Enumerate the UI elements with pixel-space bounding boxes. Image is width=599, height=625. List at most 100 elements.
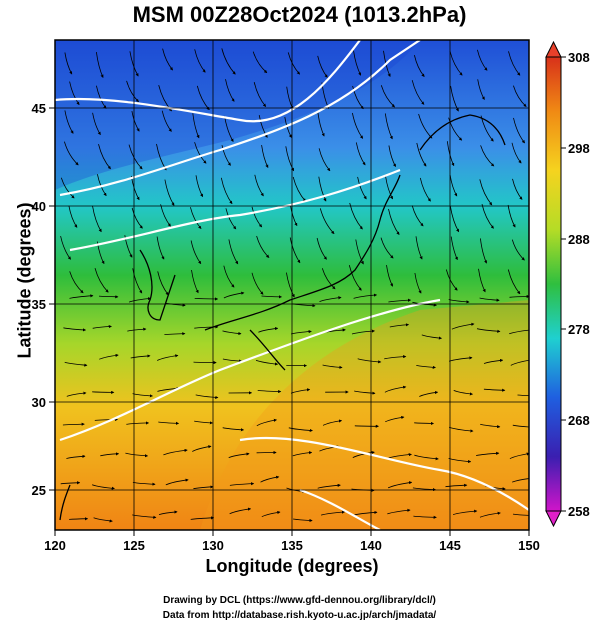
streamline bbox=[386, 265, 393, 287]
streamline bbox=[124, 235, 133, 258]
streamline bbox=[512, 478, 529, 483]
streamline bbox=[92, 390, 115, 394]
streamline bbox=[509, 452, 529, 460]
streamline bbox=[221, 48, 236, 75]
streamline bbox=[60, 481, 81, 485]
streamline bbox=[289, 237, 301, 264]
streamline bbox=[190, 516, 215, 520]
streamline bbox=[66, 391, 87, 397]
streamline bbox=[412, 487, 437, 492]
streamline bbox=[414, 272, 422, 294]
streamline bbox=[389, 323, 410, 328]
streamline bbox=[126, 421, 150, 425]
streamline bbox=[319, 208, 335, 235]
streamline bbox=[513, 117, 525, 144]
streamline bbox=[66, 454, 86, 459]
streamline bbox=[355, 142, 366, 166]
streamline bbox=[60, 236, 71, 260]
streamline bbox=[157, 354, 179, 361]
streamline bbox=[252, 51, 268, 74]
streamline bbox=[508, 51, 521, 76]
streamline bbox=[222, 427, 245, 432]
streamline bbox=[384, 113, 393, 140]
streamline bbox=[292, 176, 306, 202]
streamline bbox=[384, 385, 407, 393]
streamline bbox=[256, 235, 270, 258]
streamline bbox=[354, 424, 379, 428]
streamline bbox=[413, 515, 437, 519]
colorbar-tick-label: 298 bbox=[568, 141, 590, 156]
x-tick-label: 120 bbox=[44, 538, 66, 553]
streamline bbox=[286, 272, 295, 298]
streamline bbox=[191, 269, 199, 294]
streamline bbox=[476, 328, 501, 333]
streamline bbox=[229, 507, 252, 515]
streamline bbox=[449, 175, 458, 197]
y-axis: 25 30 35 40 45 bbox=[32, 101, 55, 498]
streamline bbox=[192, 445, 212, 452]
streamline bbox=[415, 236, 423, 260]
y-tick-label: 30 bbox=[32, 395, 46, 410]
streamline bbox=[98, 144, 111, 170]
streamline bbox=[322, 364, 343, 369]
streamline bbox=[511, 142, 522, 164]
streamline bbox=[64, 110, 74, 134]
streamline bbox=[132, 514, 157, 519]
streamline bbox=[479, 511, 501, 518]
streamline bbox=[380, 237, 394, 259]
streamline bbox=[91, 484, 115, 490]
streamline bbox=[351, 329, 376, 335]
streamline bbox=[287, 52, 301, 75]
streamline bbox=[450, 85, 459, 112]
streamline bbox=[507, 269, 521, 295]
credit-drawing: Drawing by DCL (https://www.gfd-dennou.o… bbox=[163, 595, 436, 606]
colorbar-tick-label: 288 bbox=[568, 232, 590, 247]
streamline bbox=[68, 205, 78, 228]
streamline bbox=[221, 145, 231, 166]
streamline bbox=[352, 85, 364, 110]
streamline bbox=[388, 208, 400, 236]
streamline bbox=[69, 81, 80, 106]
streamline bbox=[421, 334, 443, 340]
x-tick-label: 145 bbox=[439, 538, 461, 553]
streamline bbox=[164, 179, 175, 206]
streamline bbox=[387, 508, 411, 515]
y-tick-label: 40 bbox=[32, 199, 46, 214]
streamline bbox=[414, 55, 425, 77]
map-title: MSM 00Z28Oct2024 (1013.2hPa) bbox=[132, 2, 467, 27]
streamline bbox=[445, 483, 468, 488]
x-tick-label: 140 bbox=[360, 538, 382, 553]
streamline bbox=[354, 510, 378, 516]
streamline bbox=[292, 451, 313, 457]
streamline bbox=[452, 509, 478, 515]
streamline bbox=[480, 238, 487, 264]
streamline bbox=[318, 148, 331, 172]
streamline bbox=[158, 510, 178, 515]
colorbar: 308 298 288 278 268 258 bbox=[545, 40, 590, 528]
streamline bbox=[385, 415, 405, 423]
streamline bbox=[228, 452, 250, 458]
streamline bbox=[478, 268, 486, 293]
streamline bbox=[92, 205, 102, 233]
streamline bbox=[453, 390, 474, 396]
x-tick-label: 150 bbox=[518, 538, 540, 553]
streamline bbox=[388, 145, 396, 168]
streamline bbox=[352, 450, 375, 458]
streamline bbox=[355, 239, 364, 265]
streamline bbox=[476, 451, 500, 456]
colorbar-gradient bbox=[545, 56, 562, 512]
streamline bbox=[225, 79, 235, 102]
streamline bbox=[319, 296, 342, 302]
streamline bbox=[317, 112, 325, 137]
streamline bbox=[130, 354, 151, 359]
streamline bbox=[258, 327, 279, 333]
map-grid bbox=[55, 40, 529, 530]
streamline bbox=[357, 358, 382, 364]
streamline bbox=[384, 355, 407, 360]
x-tick-label: 125 bbox=[123, 538, 145, 553]
streamline bbox=[385, 176, 393, 200]
streamline bbox=[445, 269, 458, 291]
streamline bbox=[414, 421, 435, 426]
colorbar-tick-label: 308 bbox=[568, 50, 590, 65]
coastlines bbox=[59, 114, 506, 521]
